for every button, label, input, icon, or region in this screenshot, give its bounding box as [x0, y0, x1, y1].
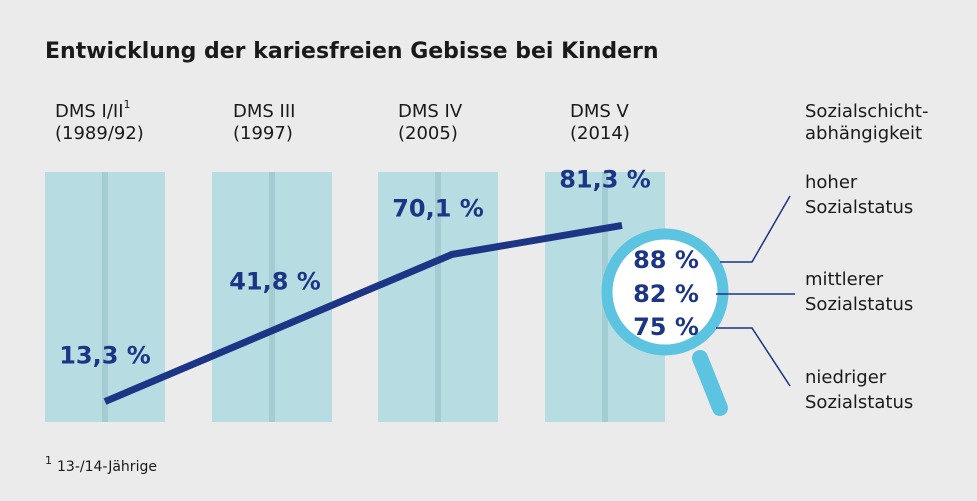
- column-stripe: [269, 172, 275, 422]
- inset-value: 82 %: [633, 280, 699, 308]
- category-period: (2014): [570, 123, 630, 144]
- inset-category: niedriger: [805, 367, 887, 388]
- category-label: DMS I/II1: [55, 98, 131, 122]
- connector: [720, 195, 791, 263]
- inset-title: Sozialschicht-: [805, 101, 928, 122]
- inset-category: Sozialstatus: [805, 392, 913, 413]
- footnote-marker: 1: [124, 98, 131, 111]
- inset-category: Sozialstatus: [805, 197, 913, 218]
- inset-title: abhängigkeit: [805, 123, 922, 144]
- column-stripe: [102, 172, 108, 422]
- inset-category: hoher: [805, 172, 858, 193]
- footnote-text: 13-/14-Jährige: [57, 459, 157, 475]
- value-label: 70,1 %: [392, 194, 484, 222]
- category-period: (1997): [233, 123, 293, 144]
- inset-value: 75 %: [633, 313, 699, 341]
- chart-title: Entwicklung der kariesfreien Gebisse bei…: [45, 39, 659, 64]
- connector: [716, 327, 791, 387]
- inset-category: Sozialstatus: [805, 294, 913, 315]
- footnote: 1 13-/14-Jährige: [45, 454, 157, 475]
- inset-value: 88 %: [633, 246, 699, 274]
- category-label: DMS IV: [398, 101, 463, 122]
- value-label: 13,3 %: [59, 342, 151, 370]
- value-label: 41,8 %: [229, 268, 321, 296]
- magnifier-lens: [601, 228, 729, 356]
- inset-category: mittlerer: [805, 269, 884, 290]
- value-label: 81,3 %: [559, 165, 651, 193]
- category-label: DMS III: [233, 101, 295, 122]
- category-period: (1989/92): [55, 123, 144, 144]
- magnifier-handle: [692, 350, 728, 416]
- column-stripe: [435, 172, 441, 422]
- footnote-marker: 1: [45, 454, 52, 467]
- data-line: [103, 221, 623, 405]
- category-period: (2005): [398, 123, 458, 144]
- category-label: DMS V: [570, 101, 630, 122]
